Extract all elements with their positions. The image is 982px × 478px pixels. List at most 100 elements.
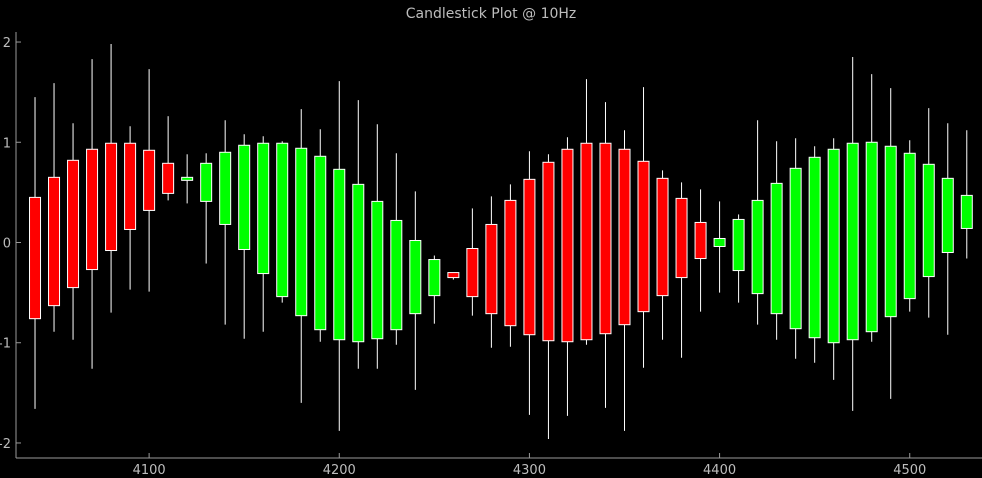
candle: [67, 123, 80, 340]
x-tick-label: 4500: [893, 463, 926, 478]
candle-body-down: [466, 248, 479, 298]
candle: [542, 154, 555, 439]
candle-body-down: [105, 142, 118, 252]
candle-body-up: [884, 145, 897, 318]
candle: [238, 134, 251, 339]
candle: [485, 196, 498, 348]
candle-body-up: [257, 142, 270, 275]
candle: [694, 189, 707, 312]
candle: [656, 170, 669, 340]
candle-body-up: [751, 199, 764, 295]
y-tick-label: 2: [3, 36, 11, 51]
candle: [561, 137, 574, 416]
candle-body-down: [599, 142, 612, 335]
candle: [29, 97, 42, 409]
candle-body-up: [808, 156, 821, 339]
candle: [713, 201, 726, 293]
candle-body-up: [276, 142, 289, 298]
candle-body-up: [314, 155, 327, 331]
candle-body-down: [637, 160, 650, 313]
candle: [143, 69, 156, 292]
x-tick-label: 4200: [323, 463, 356, 478]
candle: [732, 214, 745, 303]
candle-body-up: [333, 168, 346, 341]
candle-body-up: [903, 152, 916, 300]
candle-body-up: [846, 142, 859, 341]
candle-body-down: [656, 177, 669, 297]
candle: [295, 109, 308, 403]
candle: [409, 191, 422, 390]
candle-body-down: [29, 196, 42, 320]
candle-body-down: [86, 148, 99, 271]
candle-body-down: [485, 223, 498, 315]
candle-body-up: [865, 141, 878, 333]
candle-body-up: [181, 176, 194, 181]
candle: [523, 151, 536, 415]
candle-body-down: [542, 161, 555, 342]
candle-body-up: [409, 239, 422, 315]
candle: [580, 79, 593, 345]
candle-body-up: [390, 219, 403, 331]
candle-body-down: [447, 272, 460, 279]
candle: [751, 120, 764, 325]
candle-body-down: [523, 178, 536, 336]
candle: [827, 138, 840, 380]
candle: [599, 102, 612, 408]
candle: [314, 129, 327, 342]
candle: [466, 208, 479, 316]
candle-body-down: [162, 162, 175, 194]
candle: [903, 140, 916, 312]
candle: [276, 141, 289, 303]
candle-body-down: [561, 148, 574, 343]
candle-body-down: [124, 142, 137, 230]
candle: [105, 44, 118, 313]
candle: [808, 146, 821, 363]
candle-body-up: [770, 182, 783, 315]
candle: [846, 57, 859, 411]
candle: [200, 153, 213, 264]
candle: [770, 141, 783, 340]
candle-body-down: [618, 148, 631, 326]
candle-body-up: [238, 144, 251, 251]
candles-group: [29, 44, 973, 439]
x-axis-ticks: 4100 4200 4300 4400 4500: [133, 453, 926, 478]
candle: [789, 138, 802, 359]
candle-body-up: [732, 218, 745, 272]
candle: [86, 59, 99, 369]
candle: [333, 81, 346, 431]
candle-body-down: [143, 149, 156, 211]
candle-body-up: [713, 237, 726, 248]
candle: [865, 74, 878, 342]
candle-body-up: [371, 200, 384, 340]
candle: [675, 182, 688, 358]
x-tick-label: 4300: [513, 463, 546, 478]
candle: [618, 130, 631, 431]
x-tick-label: 4400: [703, 463, 736, 478]
candle: [637, 87, 650, 368]
candle-body-up: [960, 194, 973, 229]
candle-body-up: [219, 151, 232, 225]
candle-body-down: [504, 199, 517, 327]
y-tick-label: -2: [0, 437, 11, 452]
candle-body-down: [67, 159, 80, 289]
y-tick-label: 0: [3, 236, 11, 251]
candle: [352, 100, 365, 369]
candle: [257, 136, 270, 332]
y-axis-ticks: -2 -1 0 1 2: [0, 36, 21, 452]
candle-body-up: [789, 167, 802, 330]
candle: [219, 120, 232, 325]
candle: [960, 130, 973, 259]
candle-body-down: [694, 221, 707, 260]
candle: [428, 255, 441, 324]
candle: [941, 123, 954, 335]
candle-body-down: [580, 142, 593, 341]
y-tick-label: -1: [0, 337, 11, 352]
candle: [504, 184, 517, 347]
candle: [447, 272, 460, 280]
candle: [48, 83, 61, 332]
chart-title: Candlestick Plot @ 10Hz: [405, 6, 577, 22]
candle-body-up: [922, 163, 935, 278]
candle-body-up: [200, 162, 213, 202]
candle: [162, 116, 175, 201]
